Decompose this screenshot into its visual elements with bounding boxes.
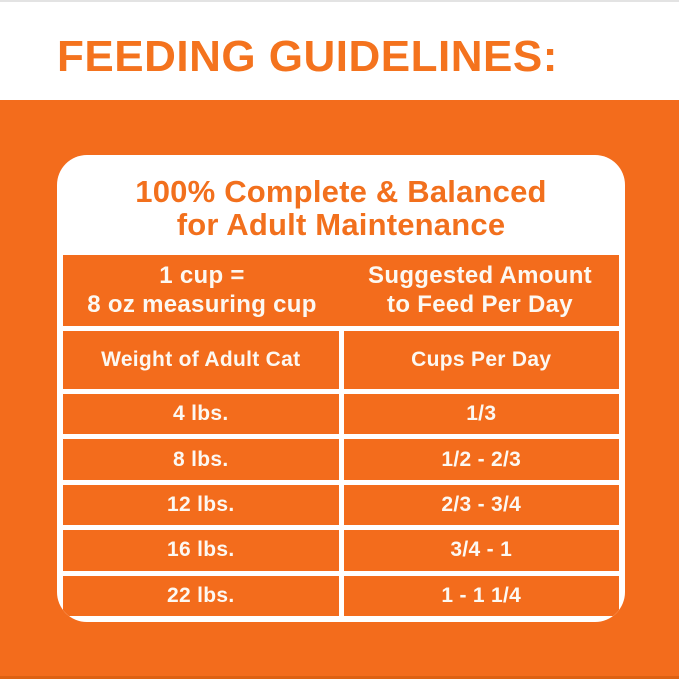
- cups-cell: 1/2 - 2/3: [343, 439, 619, 480]
- cups-cell: 1 - 1 1/4: [343, 575, 619, 616]
- suggested-amount-line1: Suggested Amount: [368, 262, 592, 290]
- card-title-line1: 100% Complete & Balanced: [135, 173, 547, 209]
- cup-definition-header: 1 cup = 8 oz measuring cup: [63, 262, 341, 319]
- table-header-row: 1 cup = 8 oz measuring cup Suggested Amo…: [63, 255, 619, 326]
- weight-cell: 4 lbs.: [63, 394, 339, 435]
- card-title-line2: for Adult Maintenance: [176, 207, 506, 242]
- feeding-table: 1 cup = 8 oz measuring cup Suggested Amo…: [63, 255, 619, 616]
- weight-cell: 12 lbs.: [63, 484, 339, 526]
- weight-cell: 16 lbs.: [63, 530, 339, 571]
- top-edge-divider: [0, 0, 679, 2]
- cups-cell: 2/3 - 3/4: [343, 484, 619, 526]
- cup-definition-line2: 8 oz measuring cup: [87, 290, 317, 318]
- card-title: 100% Complete & Balanced for Adult Maint…: [63, 161, 619, 255]
- orange-background: 100% Complete & Balanced for Adult Maint…: [0, 100, 679, 679]
- suggested-amount-line2: to Feed Per Day: [387, 290, 573, 318]
- page-title: FEEDING GUIDELINES:: [57, 32, 558, 81]
- column-header-cups: Cups Per Day: [343, 331, 619, 389]
- feeding-guidelines-card: 100% Complete & Balanced for Adult Maint…: [57, 155, 625, 622]
- suggested-amount-header: Suggested Amount to Feed Per Day: [341, 262, 619, 319]
- weight-cell: 22 lbs.: [63, 575, 339, 616]
- header-band: FEEDING GUIDELINES:: [0, 2, 679, 100]
- column-header-weight: Weight of Adult Cat: [63, 331, 339, 389]
- weight-cell: 8 lbs.: [63, 439, 339, 480]
- cup-definition-line1: 1 cup =: [159, 262, 245, 290]
- cups-cell: 3/4 - 1: [343, 530, 619, 571]
- cups-cell: 1/3: [343, 394, 619, 435]
- bottom-edge-divider: [0, 676, 679, 679]
